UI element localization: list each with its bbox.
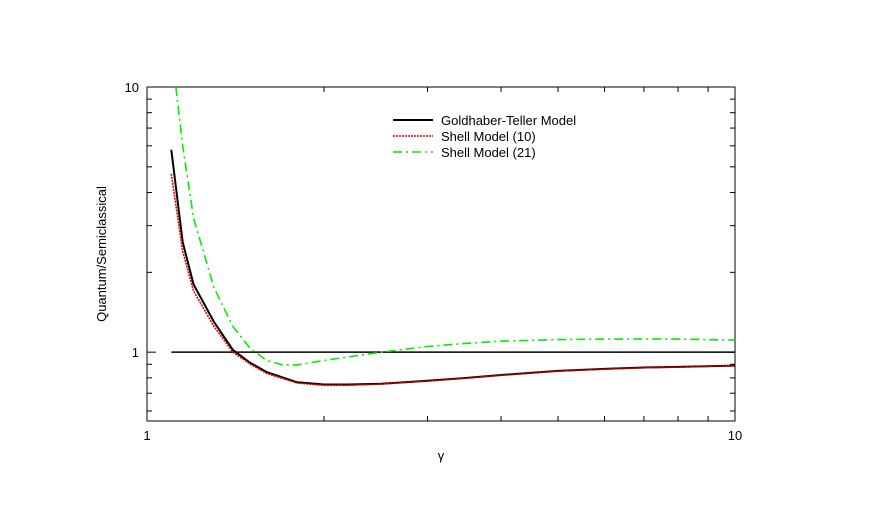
- series-layer: [170, 86, 736, 387]
- series-line-3: [175, 86, 736, 366]
- plot-frame: [146, 86, 736, 422]
- minor-ticks: [147, 87, 735, 421]
- series-line-2: [170, 173, 736, 387]
- y-tick-label: 10: [125, 80, 139, 95]
- x-tick-label: 1: [143, 428, 150, 443]
- series-line-1: [170, 149, 736, 386]
- x-axis-label: γ: [438, 448, 445, 463]
- legend-label: Goldhaber-Teller Model: [441, 113, 576, 128]
- legend-label: Shell Model (21): [441, 145, 536, 160]
- tick-labels: 1 10 1 10: [125, 80, 743, 443]
- y-tick-label: 1: [132, 345, 139, 360]
- y-axis-label: Quantum/Semiclassical: [94, 186, 109, 322]
- legend-label: Shell Model (10): [441, 129, 536, 144]
- x-tick-label: 10: [728, 428, 742, 443]
